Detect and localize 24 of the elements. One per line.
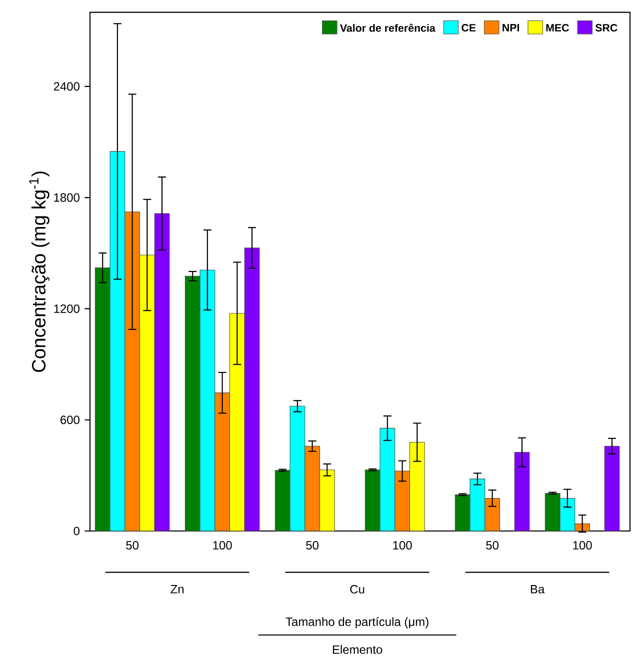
legend-label: MEC [546, 24, 569, 32]
x-tick-label: 50 [486, 541, 499, 550]
y-tick-label: 1200 [54, 304, 80, 313]
bar [514, 452, 530, 532]
y-tick-label: 1800 [54, 193, 80, 202]
x-tick-label: 100 [573, 541, 592, 550]
y-tick-label: 0 [74, 526, 80, 536]
bar [604, 446, 620, 532]
legend-label: Valor de referência [340, 24, 436, 32]
y-axis-title: Concentração (mg kg$^{-1}$) [29, 172, 50, 372]
text: Cu [350, 585, 364, 594]
y-tick-label: 600 [60, 416, 80, 424]
x-tick-label: 100 [393, 541, 412, 550]
text: Tamanho de partícula (μm) [286, 617, 428, 628]
y-tick-label: 2400 [54, 82, 80, 91]
text: Ba [530, 585, 545, 594]
legend-label: NPI [502, 24, 519, 32]
legend-label: CE [462, 24, 476, 32]
x-tick-label: 100 [213, 541, 232, 550]
legend-label: SRC [595, 24, 618, 32]
x-tick-label: 50 [306, 541, 319, 550]
text: Zn [170, 585, 184, 594]
x-tick-label: 50 [126, 541, 139, 550]
text: Elemento [332, 645, 382, 654]
